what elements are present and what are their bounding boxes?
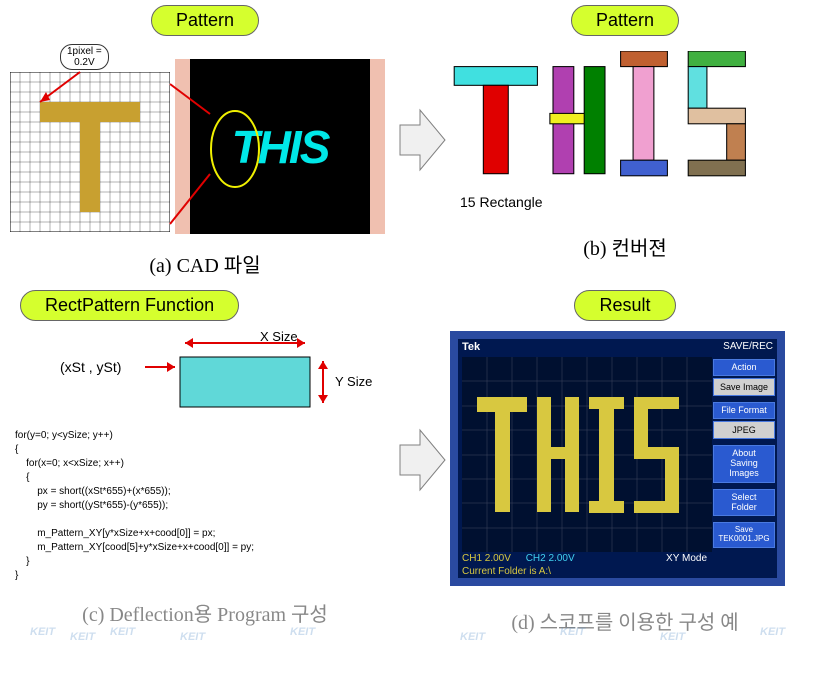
- xsize-label: X Size: [260, 329, 298, 344]
- scope-menu-file-format[interactable]: File Format: [713, 402, 775, 419]
- svg-text:KEIT: KEIT: [70, 631, 96, 643]
- scope-menu-jpeg[interactable]: JPEG: [713, 421, 775, 439]
- pattern-rect: [621, 160, 668, 176]
- panel-a-pill: Pattern: [151, 5, 259, 36]
- arrow-ab-icon: [395, 100, 450, 180]
- svg-text:KEIT: KEIT: [660, 631, 686, 643]
- panel-a: Pattern 1pixel =0.2V THIS: [10, 5, 400, 278]
- coord-label: (xSt , ySt): [60, 359, 121, 375]
- pattern-rect: [727, 124, 746, 160]
- scope-ch2: CH2 2.00V: [526, 553, 575, 564]
- pattern-rect: [584, 67, 605, 174]
- pattern-rect: [633, 67, 654, 161]
- panel-c-pill: RectPattern Function: [20, 290, 239, 321]
- pattern-rect: [483, 85, 508, 173]
- rect-count-note: 15 Rectangle: [460, 194, 800, 210]
- svg-text:KEIT: KEIT: [180, 631, 206, 643]
- panel-a-caption: (a) CAD 파일: [10, 249, 400, 278]
- oscilloscope-display: Tek SAVE/REC Action Save Image File Form…: [450, 331, 785, 586]
- panel-b: Pattern 15 Rectangle (b) 컨버젼: [450, 5, 800, 261]
- scope-menu-select-folder[interactable]: Select Folder: [713, 489, 775, 517]
- svg-text:KEIT: KEIT: [110, 626, 136, 638]
- scope-menu-save-image[interactable]: Save Image: [713, 378, 775, 396]
- code-block: for(y=0; y<ySize; y++) { for(x=0; x<xSiz…: [15, 429, 400, 583]
- scope-top-label: SAVE/REC: [723, 341, 773, 352]
- ysize-label: Y Size: [335, 374, 372, 389]
- red-arrows-icon: [10, 44, 390, 244]
- scope-menu: Action Save Image File Format JPEG About…: [713, 357, 775, 550]
- watermark: KEIT KEIT KEIT KEIT: [460, 620, 810, 655]
- panel-c: RectPattern Function (xSt , ySt) X Size …: [10, 290, 400, 627]
- pattern-rect: [688, 160, 745, 176]
- pattern-rect: [688, 51, 745, 67]
- scope-ch1: CH1 2.00V: [462, 553, 511, 564]
- scope-brand: Tek: [462, 341, 480, 353]
- panel-b-caption: (b) 컨버젼: [450, 232, 800, 261]
- panel-d-pill: Result: [574, 290, 675, 321]
- watermark: KEIT KEIT KEIT KEIT KEIT: [30, 620, 430, 655]
- scope-menu-about[interactable]: About Saving Images: [713, 445, 775, 483]
- scope-mode: XY Mode: [666, 553, 707, 564]
- panel-b-pill: Pattern: [571, 5, 679, 36]
- svg-text:KEIT: KEIT: [460, 631, 486, 643]
- pattern-rect: [621, 51, 668, 67]
- scope-menu-action[interactable]: Action: [713, 359, 775, 376]
- scope-folder: Current Folder is A:\: [462, 566, 551, 577]
- svg-text:KEIT: KEIT: [560, 626, 586, 638]
- scope-graticule: [462, 357, 712, 552]
- rectangles-diagram: [450, 51, 760, 181]
- panel-d: Result Tek SAVE/REC Action Save Image Fi…: [450, 290, 800, 635]
- pattern-rect: [688, 67, 707, 109]
- scope-menu-save-file[interactable]: Save TEK0001.JPG: [713, 522, 775, 548]
- arrow-cd-icon: [395, 420, 450, 500]
- svg-text:KEIT: KEIT: [760, 626, 786, 638]
- pattern-rect: [454, 67, 537, 86]
- pattern-rect: [688, 108, 745, 124]
- svg-text:KEIT: KEIT: [30, 626, 56, 638]
- svg-text:KEIT: KEIT: [290, 626, 316, 638]
